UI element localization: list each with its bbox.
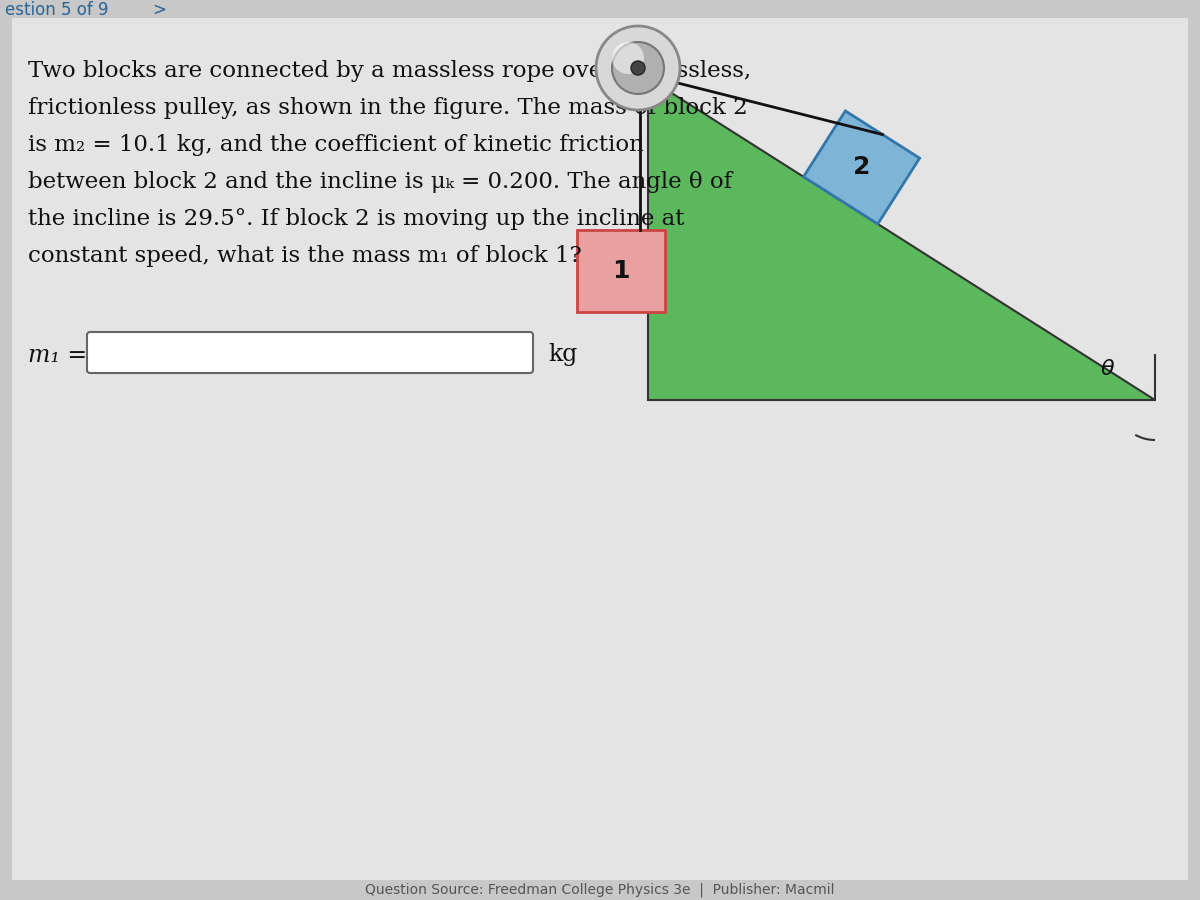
FancyBboxPatch shape xyxy=(88,332,533,373)
Circle shape xyxy=(612,42,664,94)
Text: $\theta$: $\theta$ xyxy=(1100,359,1115,379)
Text: Two blocks are connected by a massless rope over a massless,: Two blocks are connected by a massless r… xyxy=(28,60,751,82)
Text: between block 2 and the incline is μₖ = 0.200. The angle θ of: between block 2 and the incline is μₖ = … xyxy=(28,171,732,193)
Bar xyxy=(0,0,1200,18)
Text: 2: 2 xyxy=(853,156,870,179)
Text: kg: kg xyxy=(548,344,577,366)
Polygon shape xyxy=(804,111,919,224)
Circle shape xyxy=(612,42,644,74)
Text: is m₂ = 10.1 kg, and the coefficient of kinetic friction: is m₂ = 10.1 kg, and the coefficient of … xyxy=(28,134,643,156)
Text: constant speed, what is the mass m₁ of block 1?: constant speed, what is the mass m₁ of b… xyxy=(28,245,582,267)
Bar xyxy=(577,230,665,312)
Circle shape xyxy=(596,26,680,110)
Text: 1: 1 xyxy=(612,259,630,283)
Circle shape xyxy=(631,61,646,75)
Text: >: > xyxy=(152,1,166,19)
Text: frictionless pulley, as shown in the figure. The mass of block 2: frictionless pulley, as shown in the fig… xyxy=(28,97,748,119)
Text: Question Source: Freedman College Physics 3e  |  Publisher: Macmil: Question Source: Freedman College Physic… xyxy=(365,883,835,897)
Text: the incline is 29.5°. If block 2 is moving up the incline at: the incline is 29.5°. If block 2 is movi… xyxy=(28,208,684,230)
Text: estion 5 of 9: estion 5 of 9 xyxy=(5,1,108,19)
Text: m₁ =: m₁ = xyxy=(28,344,88,366)
Polygon shape xyxy=(648,78,1154,400)
